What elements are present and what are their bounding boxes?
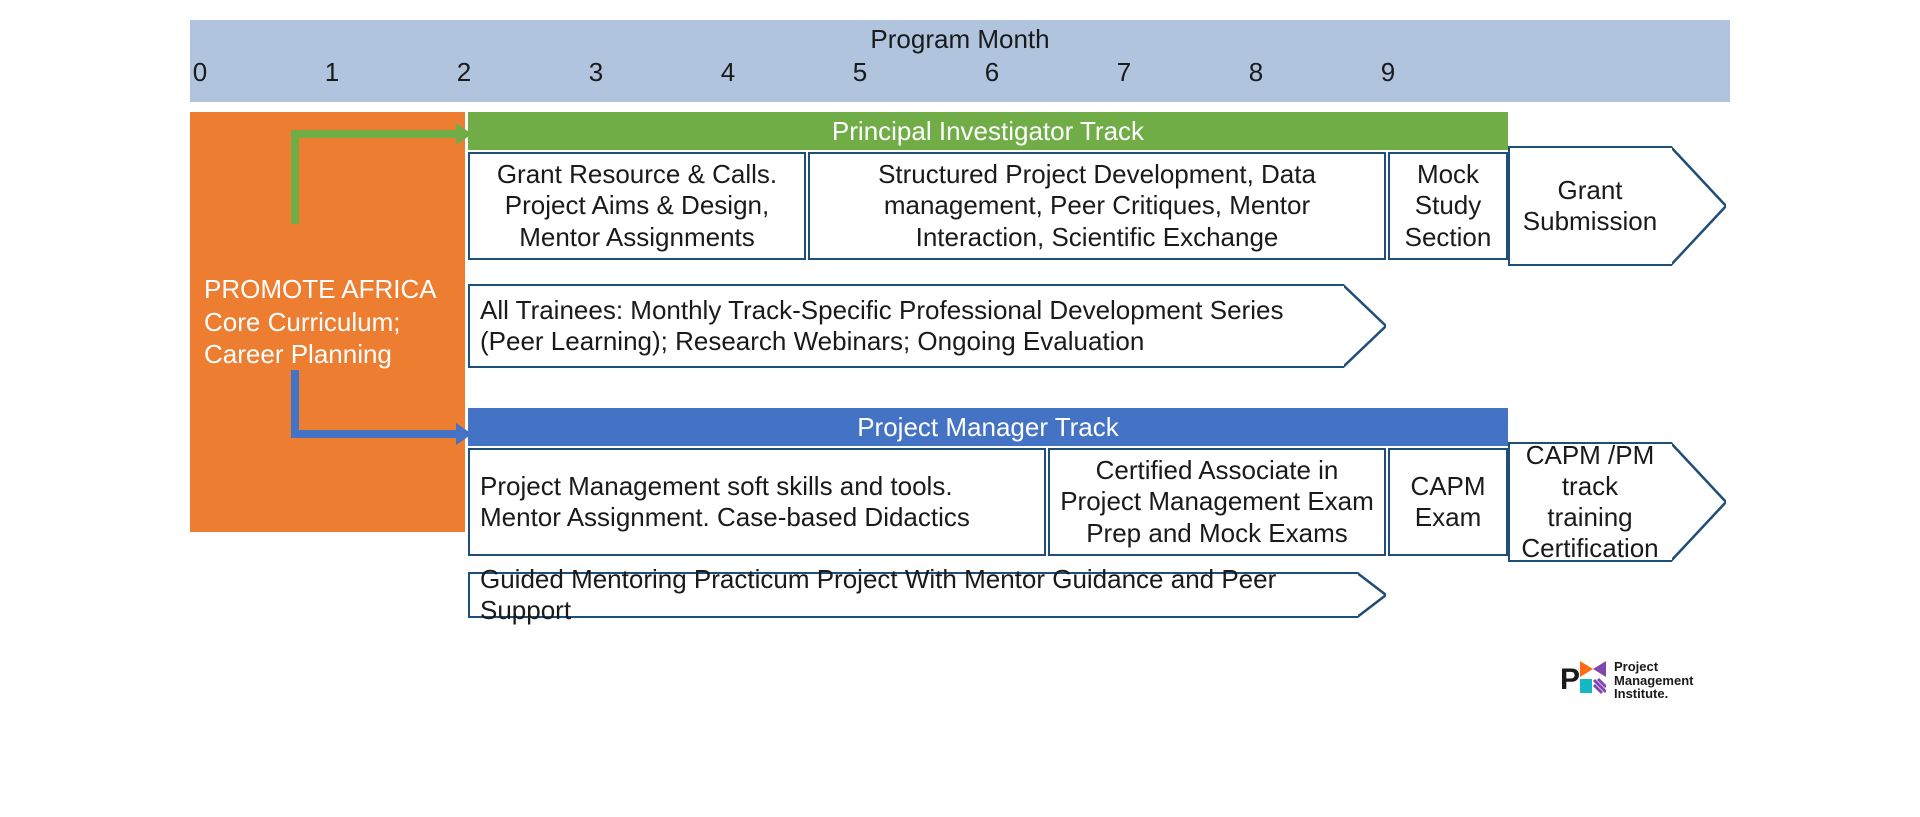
timeline-tick: 7: [1117, 57, 1131, 88]
timeline-tick: 6: [985, 57, 999, 88]
pm-box-a-text: Project Management soft skills and tools…: [480, 471, 1034, 533]
pm-track-title: Project Manager Track: [857, 412, 1119, 442]
arrow-body: All Trainees: Monthly Track-Specific Pro…: [468, 284, 1342, 368]
pi-track-title: Principal Investigator Track: [832, 116, 1144, 146]
pi-outcome-arrow: Grant Submission: [1508, 146, 1726, 266]
pmi-logo: P ProjectManagementInstitute.: [1560, 660, 1693, 701]
pm-box-c-text: CAPM Exam: [1400, 471, 1496, 533]
all-trainees-arrow: All Trainees: Monthly Track-Specific Pro…: [468, 284, 1386, 368]
timeline-tick: 8: [1249, 57, 1263, 88]
timeline-bar: Program Month 0 1 2 3 4 5 6 7 8 9: [190, 20, 1730, 102]
arrow-body: CAPM /PM track training Certification: [1508, 442, 1670, 562]
timeline-tick: 5: [853, 57, 867, 88]
arrow-head-icon: [1342, 284, 1386, 368]
arrow-head-icon: [1670, 146, 1726, 266]
timeline-tick: 9: [1381, 57, 1395, 88]
pi-box-grant-resource: Grant Resource & Calls. Project Aims & D…: [468, 152, 806, 260]
pi-box-a-text: Grant Resource & Calls. Project Aims & D…: [480, 159, 794, 253]
arrow-body: Guided Mentoring Practicum Project With …: [468, 572, 1356, 618]
pmi-logo-icon: P: [1560, 661, 1606, 700]
arrow-body: Grant Submission: [1508, 146, 1670, 266]
pmi-icon-shapes: [1580, 661, 1606, 700]
pi-box-mock-study: Mock Study Section: [1388, 152, 1508, 260]
arrow-head-icon: [1356, 572, 1386, 618]
program-timeline-chart: Program Month 0 1 2 3 4 5 6 7 8 9 PROMOTE AFRICA …: [190, 20, 1730, 720]
pm-box-b-text: Certified Associate in Project Managemen…: [1060, 455, 1374, 549]
pi-box-c-text: Mock Study Section: [1400, 159, 1496, 253]
timeline-tick: 3: [589, 57, 603, 88]
arrow-to-pm-track: [291, 363, 478, 450]
timeline-ticks: 0 1 2 3 4 5 6 7 8 9: [190, 55, 1730, 95]
pm-track-header: Project Manager Track: [468, 408, 1508, 446]
pi-track-header: Principal Investigator Track: [468, 112, 1508, 150]
pmi-logo-text: ProjectManagementInstitute.: [1614, 660, 1693, 701]
pi-box-b-text: Structured Project Development, Data man…: [820, 159, 1374, 253]
pm-outcome-arrow: CAPM /PM track training Certification: [1508, 442, 1726, 562]
pi-box-structured-dev: Structured Project Development, Data man…: [808, 152, 1386, 260]
arrow-to-pi-track: [291, 123, 478, 236]
pmi-p-letter: P: [1560, 671, 1580, 689]
pm-box-capm-exam: CAPM Exam: [1388, 448, 1508, 556]
arrow-head-icon: [1670, 442, 1726, 562]
timeline-tick: 0: [193, 57, 207, 88]
timeline-tick: 1: [325, 57, 339, 88]
timeline-title: Program Month: [190, 20, 1730, 55]
timeline-tick: 4: [721, 57, 735, 88]
pm-box-capm-prep: Certified Associate in Project Managemen…: [1048, 448, 1386, 556]
core-curriculum-text: PROMOTE AFRICA Core Curriculum; Career P…: [204, 273, 451, 371]
pm-box-soft-skills: Project Management soft skills and tools…: [468, 448, 1046, 556]
timeline-tick: 2: [457, 57, 471, 88]
pm-practicum-arrow: Guided Mentoring Practicum Project With …: [468, 572, 1386, 618]
